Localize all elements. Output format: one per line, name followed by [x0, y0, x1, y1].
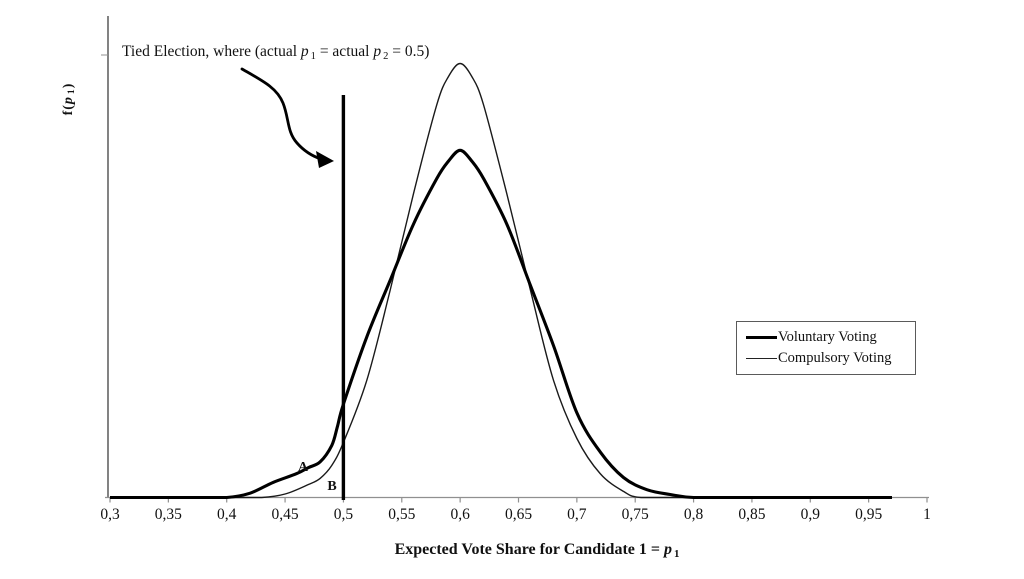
annotation-text: Tied Election, where (actual	[122, 43, 301, 60]
annotation-arrow	[240, 67, 334, 168]
arrow-curve	[240, 67, 323, 161]
x-tick-label: 0,45	[271, 506, 299, 523]
x-tick-label: 1	[923, 506, 931, 523]
legend-label-voluntary: Voluntary Voting	[778, 328, 877, 345]
x-tick-label: 0,85	[738, 506, 766, 523]
x-tick-label: 0,75	[621, 506, 649, 523]
x-axis-title-text: Expected Vote Share for Candidate 1 =	[394, 541, 664, 558]
annotation-mid: = actual	[315, 43, 374, 60]
thick-line-sample-icon	[746, 335, 777, 339]
x-tick-label: 0,9	[800, 506, 820, 523]
compulsory-voting-curve	[109, 62, 892, 499]
voluntary-voting-curve	[109, 148, 892, 500]
legend-label-compulsory: Compulsory Voting	[778, 350, 892, 367]
x-tick-label: 0,5	[333, 506, 354, 523]
legend-item-voluntary: Voluntary Voting	[746, 329, 909, 346]
annotation-p1: p	[300, 43, 309, 60]
annotation-end: = 0.5)	[388, 43, 430, 60]
x-tick-label: 0,8	[683, 506, 704, 523]
region-label-a: A	[297, 460, 309, 475]
x-axis-title-sub: 1	[673, 547, 680, 560]
legend-item-compulsory: Compulsory Voting	[746, 350, 909, 367]
x-tick-label: 0,7	[567, 506, 587, 523]
x-tick-label: 0,95	[855, 506, 883, 523]
x-axis-title-p: p	[663, 541, 672, 558]
x-tick-label: 0,35	[154, 506, 182, 523]
region-label-b: B	[327, 479, 337, 494]
thin-line-sample-icon	[746, 358, 777, 360]
annotation-p2: p	[373, 43, 382, 60]
annotation-sub1: 1	[310, 50, 316, 62]
x-tick-label: 0,3	[100, 506, 120, 523]
x-tick-label: 0,55	[388, 506, 416, 523]
x-tick-label: 0,4	[217, 506, 237, 523]
x-tick-label: 0,6	[450, 506, 470, 523]
x-axis-tick-labels: 0,3 0,35 0,4 0,45 0,5 0,55 0,6 0,65 0,7 0,75 0,8 0,…	[0, 506, 1024, 528]
arrow-head-icon	[316, 151, 334, 168]
x-tick-label: 0,65	[504, 506, 533, 523]
legend: Voluntary Voting Compulsory Voting	[736, 321, 916, 375]
annotation-sub2: 2	[383, 50, 389, 62]
